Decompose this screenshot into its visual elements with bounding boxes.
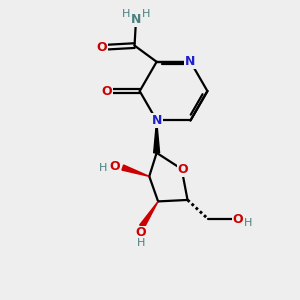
Text: H: H — [142, 9, 151, 20]
Text: O: O — [96, 40, 107, 54]
Text: O: O — [135, 226, 146, 239]
Text: O: O — [232, 213, 243, 226]
Polygon shape — [154, 120, 160, 153]
Text: N: N — [185, 55, 196, 68]
Text: H: H — [136, 238, 145, 248]
Text: H: H — [244, 218, 253, 228]
Text: H: H — [122, 9, 130, 20]
Text: N: N — [131, 13, 141, 26]
Polygon shape — [140, 201, 158, 228]
Text: H: H — [99, 163, 107, 173]
Text: N: N — [152, 114, 162, 127]
Polygon shape — [122, 165, 149, 176]
Text: O: O — [109, 160, 120, 172]
Text: O: O — [178, 163, 188, 176]
Text: O: O — [101, 85, 112, 98]
